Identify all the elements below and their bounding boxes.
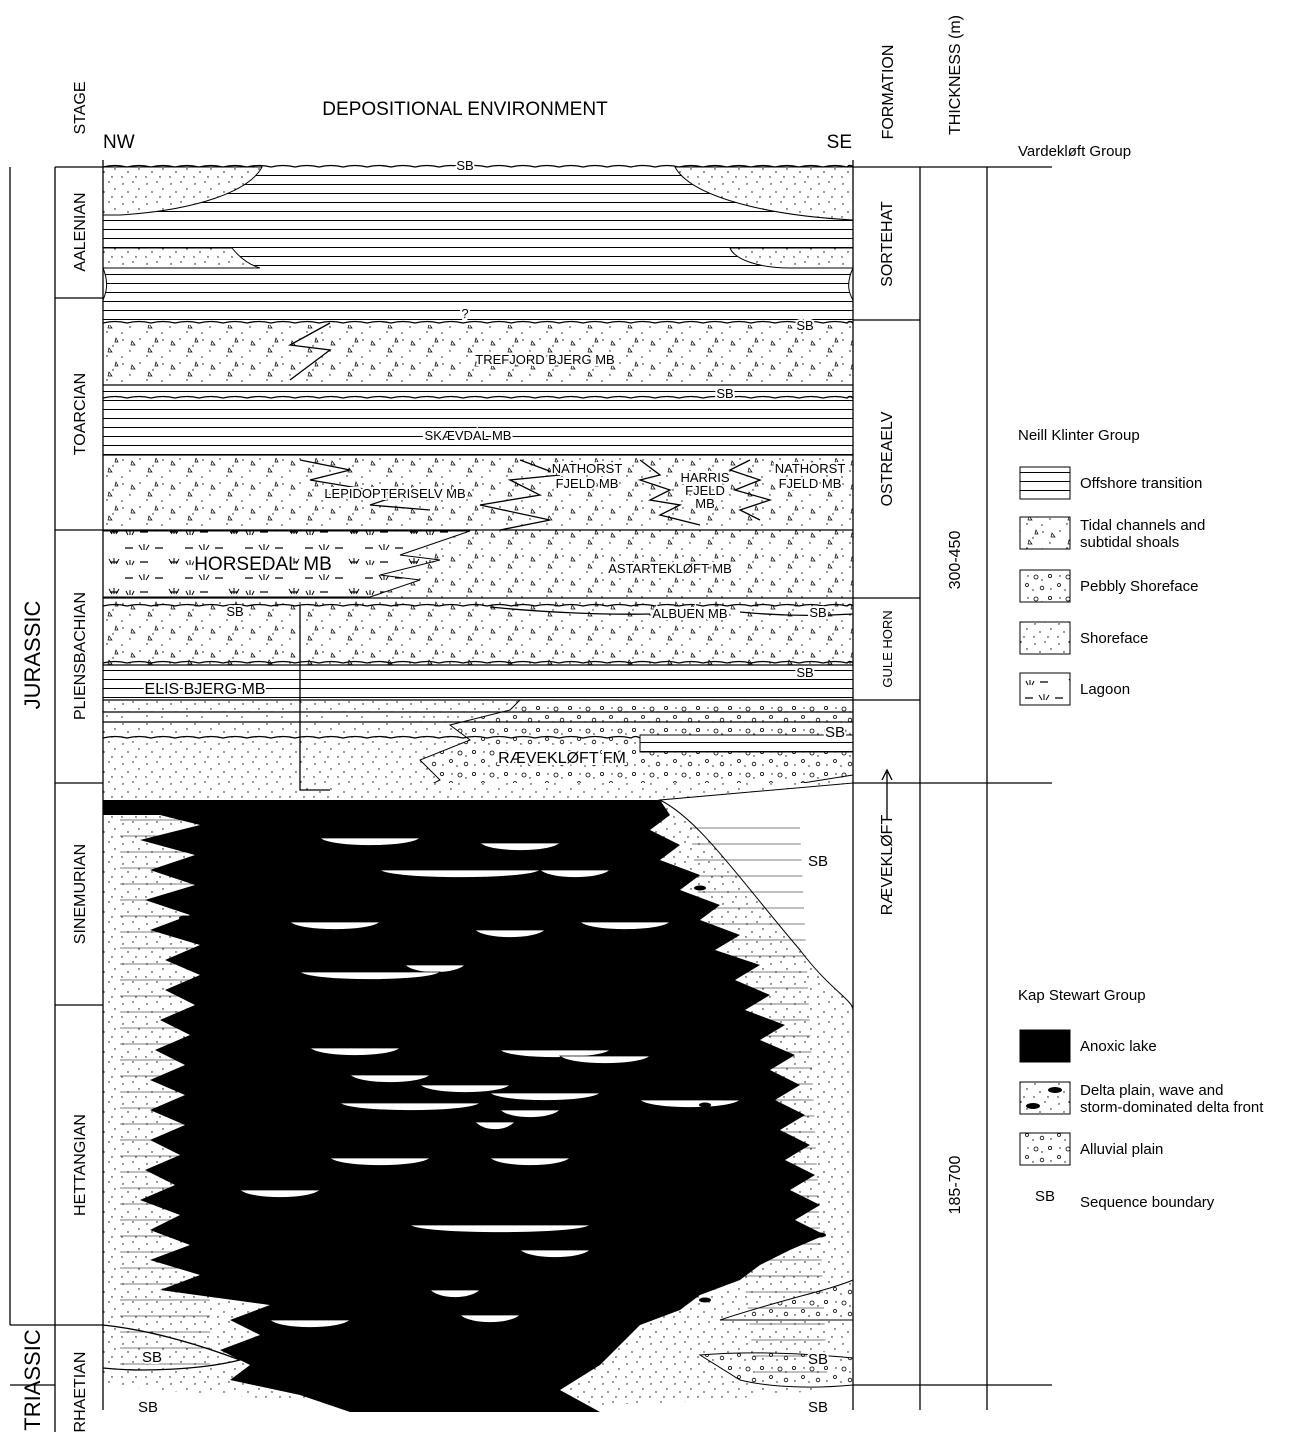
legend-swatch [1020, 570, 1070, 602]
legend-label: storm-dominated delta front [1080, 1099, 1264, 1116]
sb-label: SB [809, 605, 826, 620]
delta-pebble [514, 1323, 526, 1328]
legend-swatch [1020, 1030, 1070, 1062]
delta-pebble [624, 1303, 636, 1308]
sb-label: SB [796, 318, 813, 333]
delta-pebble [224, 868, 236, 873]
legend-swatch [1020, 1082, 1070, 1114]
unit-label: RÆVEKLØFT FM [498, 750, 626, 767]
unit-label: ? [461, 306, 468, 321]
stage-header: STAGE [72, 81, 89, 134]
stage-label: TOARCIAN [72, 373, 89, 455]
formation-header: FORMATION [880, 45, 897, 140]
unit-label: HORSEDAL MB [194, 554, 332, 575]
sb-label: SB [456, 158, 473, 173]
legend-swatch [1020, 673, 1070, 705]
legend-symbol: SB [1035, 1188, 1055, 1205]
unit-label: SKÆVDAL MB [425, 428, 512, 443]
legend-swatch [1020, 622, 1070, 654]
delta-pebble [324, 1338, 336, 1343]
sb-label: SB [226, 604, 243, 619]
sb-label: SB [808, 1399, 828, 1416]
legend-pebble [1048, 1087, 1062, 1093]
delta-pebble [699, 1003, 711, 1008]
unit-label: MB [695, 496, 715, 511]
delta-pebble [179, 916, 191, 921]
stage-label: AALENIAN [72, 192, 89, 271]
sb-label: SB [138, 1399, 158, 1416]
sb-label: SB [716, 386, 733, 401]
legend-label: subtidal shoals [1080, 534, 1179, 551]
period-label: JURASSIC [20, 600, 45, 709]
tidal-facies [103, 712, 403, 722]
period-label: TRIASSIC [20, 1329, 45, 1431]
stage-label: HETTANGIAN [72, 1114, 89, 1216]
nw-label: NW [103, 132, 135, 153]
formation-label: OSTREAELV [879, 411, 896, 506]
formation-label: GULE HORN [880, 610, 895, 687]
legend-swatch [1020, 517, 1070, 549]
thickness-label: 185-700 [947, 1156, 964, 1215]
delta-pebble [194, 1266, 206, 1271]
stage-label: PLIENSBACHIAN [72, 592, 89, 720]
legend-label: Shoreface [1080, 630, 1148, 647]
delta-pebble [254, 1263, 266, 1268]
delta-pebble [694, 886, 706, 891]
legend-label: Lagoon [1080, 681, 1130, 698]
group-label: Neill Klinter Group [1018, 427, 1140, 444]
sb-label: SB [825, 724, 845, 741]
sequence-boundary [103, 322, 853, 324]
delta-pebble [699, 1298, 711, 1303]
unit-label: NATHORST [552, 461, 623, 476]
unit-label: ALBUEN MB [652, 606, 727, 621]
unit-label: NATHORST [775, 461, 846, 476]
se-label: SE [827, 132, 852, 153]
formation-label: SORTEHAT [879, 201, 896, 287]
delta-pebble [774, 1053, 786, 1058]
delta-pebble [719, 1203, 731, 1208]
unit-label: ELIS BJERG MB [145, 681, 266, 698]
legend-label: Offshore transition [1080, 475, 1202, 492]
unit-label: LEPIDOPTERISELV MB [324, 486, 465, 501]
legend-pebble [1026, 1103, 1040, 1109]
unit-label: FJELD MB [779, 476, 842, 491]
legend-swatch [1020, 1133, 1070, 1165]
legend-label: Sequence boundary [1080, 1194, 1215, 1211]
legend-label: Alluvial plain [1080, 1141, 1163, 1158]
thickness-label: 300-450 [947, 531, 964, 590]
unit-label: ASTARTEKLØFT MB [608, 561, 732, 576]
unit-label: TREFJORD BJERG MB [475, 352, 614, 367]
sb-label: SB [808, 1351, 828, 1368]
sb-label: SB [142, 1349, 162, 1366]
group-label: Vardekløft Group [1018, 143, 1131, 160]
unit-label: FJELD MB [556, 476, 619, 491]
sb-label: SB [808, 853, 828, 870]
legend-label: Anoxic lake [1080, 1038, 1157, 1055]
legend-label: Delta plain, wave and [1080, 1082, 1223, 1099]
offshore-facies [640, 735, 853, 752]
delta-pebble [814, 1233, 826, 1238]
delta-pebble [724, 1063, 736, 1068]
tidal-facies [103, 600, 853, 665]
delta-pebble [174, 868, 186, 873]
legend-swatch [1020, 467, 1070, 499]
delta-pebble [699, 1103, 711, 1108]
stage-label: RHAETIAN [72, 1352, 89, 1432]
formation-label: RÆVEKLØFT [879, 815, 896, 916]
tidal-facies [103, 458, 853, 530]
stratigraphic-chart: STAGE DEPOSITIONAL ENVIRONMENT NW SE FOR… [0, 0, 1300, 1432]
legend-label: Tidal channels and [1080, 517, 1205, 534]
formation-arrow [882, 770, 892, 820]
delta-pebble [209, 966, 221, 971]
environment-header: DEPOSITIONAL ENVIRONMENT [322, 99, 608, 120]
legend-label: Pebbly Shoreface [1080, 578, 1198, 595]
sb-label: SB [796, 665, 813, 680]
stage-label: SINEMURIAN [72, 844, 89, 944]
group-label: Kap Stewart Group [1018, 987, 1146, 1004]
thickness-header: THICKNESS (m) [947, 15, 964, 135]
delta-pebble [284, 1378, 296, 1383]
